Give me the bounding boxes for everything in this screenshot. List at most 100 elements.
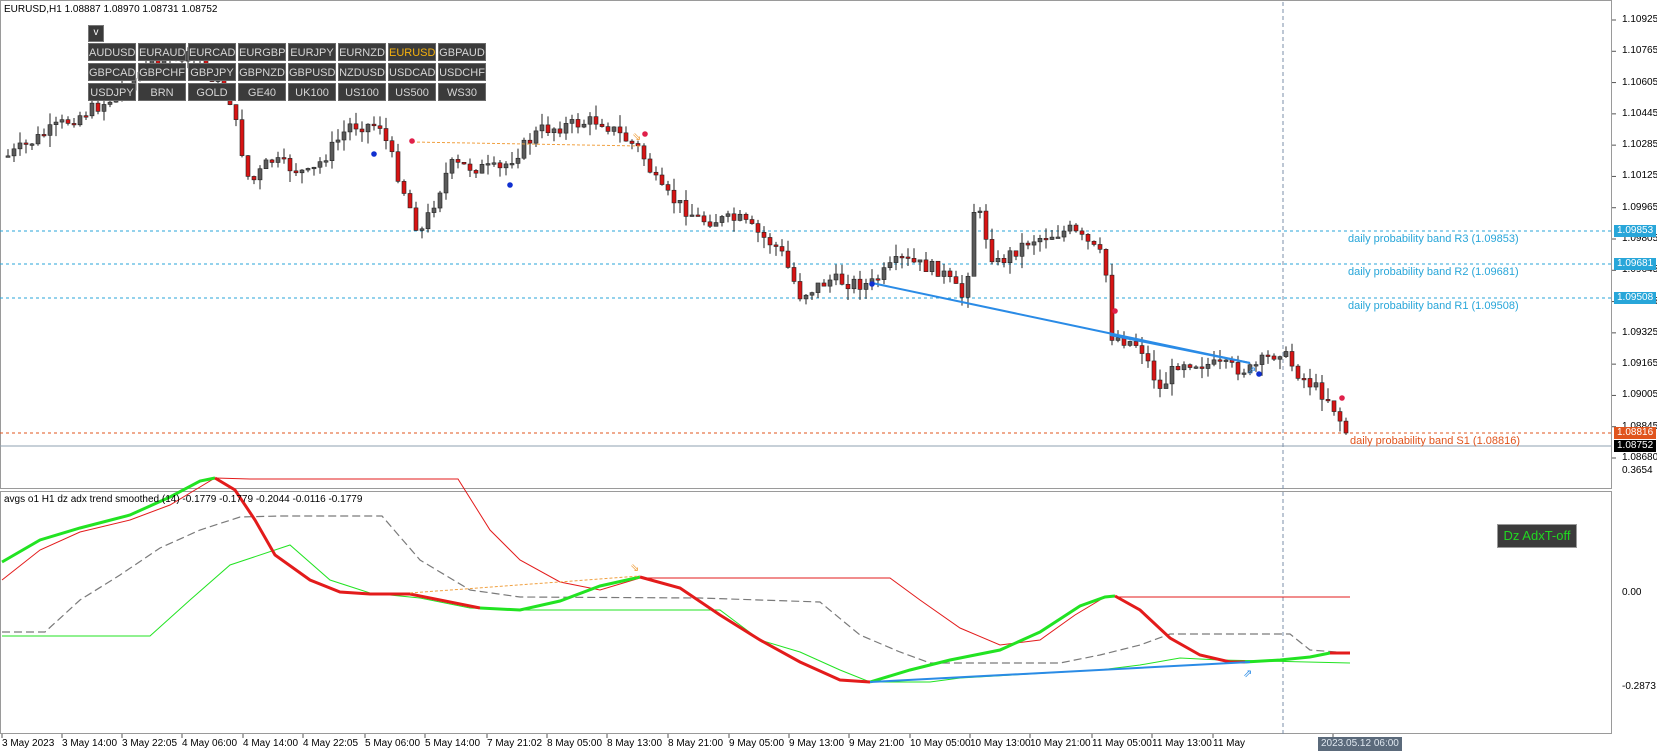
bull-candle	[737, 213, 743, 221]
symbol-button-euraud[interactable]: EURAUD	[138, 43, 186, 61]
bull-candle	[1127, 341, 1133, 346]
symbol-button-eurnzd[interactable]: EURNZD	[338, 43, 386, 61]
symbol-button-eurjpy[interactable]: EURJPY	[288, 43, 336, 61]
bear-candle	[1343, 420, 1349, 434]
symbol-button-nzdusd[interactable]: NZDUSD	[338, 63, 386, 81]
price-axis-label: 1.09325	[1622, 326, 1657, 338]
bear-candle	[401, 181, 407, 194]
symbol-button-ge40[interactable]: GE40	[238, 83, 286, 101]
bear-candle	[473, 170, 479, 174]
bear-candle	[707, 221, 713, 227]
bear-candle	[659, 174, 665, 185]
bear-candle	[245, 155, 251, 177]
bull-candle	[941, 270, 947, 277]
indicator-pane[interactable]	[0, 491, 1612, 734]
band-price-tag-s1: 1.08816	[1614, 427, 1657, 439]
bull-candle	[515, 157, 521, 164]
bull-candle	[803, 294, 809, 300]
bull-candle	[971, 212, 977, 277]
adx-green-thin-line	[2, 544, 1351, 683]
symbol-button-brn[interactable]: BRN	[138, 83, 186, 101]
symbol-button-usdchf[interactable]: USDCHF	[438, 63, 486, 81]
bull-candle	[863, 282, 869, 290]
symbol-button-gbpchf[interactable]: GBPCHF	[138, 63, 186, 81]
bull-candle	[431, 207, 437, 213]
bear-candle	[1085, 234, 1091, 242]
indicator-trend-line	[869, 661, 1251, 683]
bear-candle	[683, 200, 689, 217]
bear-candle	[41, 134, 47, 137]
bull-candle	[1283, 351, 1289, 357]
band-label-r1: daily probability band R1 (1.09508)	[1348, 300, 1519, 312]
symbol-button-gold[interactable]: GOLD	[188, 83, 236, 101]
symbol-button-ws30[interactable]: WS30	[438, 83, 486, 101]
bear-candle	[947, 270, 953, 277]
time-axis-label: 10 May 13:00	[970, 738, 1031, 749]
price-chart-pane[interactable]	[0, 0, 1612, 489]
symbol-button-usdcad[interactable]: USDCAD	[388, 63, 436, 81]
bull-candle	[551, 128, 557, 134]
symbol-button-grid: AUDUSD EURAUD EURCAD EURGBP EURJPY EURNZD EURU…	[88, 43, 486, 101]
bull-candle	[1247, 364, 1253, 374]
bear-candle	[269, 159, 275, 163]
bear-candle	[95, 102, 101, 112]
bull-candle	[929, 260, 935, 272]
indicator-title: avgs o1 H1 dz adx trend smoothed (14) -0…	[4, 494, 363, 505]
symbol-button-gbpaud[interactable]: GBPAUD	[438, 43, 486, 61]
bear-candle	[857, 278, 863, 290]
bear-candle	[593, 116, 599, 125]
symbol-button-eurcad[interactable]: EURCAD	[188, 43, 236, 61]
bear-candle	[953, 276, 959, 284]
bull-candle	[1055, 236, 1061, 239]
bull-candle	[437, 192, 443, 209]
bull-candle	[719, 216, 725, 223]
collapse-toggle-button[interactable]: v	[88, 25, 104, 42]
time-axis-label: 3 May 2023	[2, 738, 55, 749]
symbol-button-usdjpy[interactable]: USDJPY	[88, 83, 136, 101]
bull-candle	[1061, 230, 1067, 238]
bear-candle	[1217, 359, 1223, 362]
symbol-button-audusd[interactable]: AUDUSD	[88, 43, 136, 61]
symbol-button-gbpnzd[interactable]: GBPNZD	[238, 63, 286, 81]
band-label-r3: daily probability band R3 (1.09853)	[1348, 233, 1519, 245]
time-axis-label: 9 May 21:00	[849, 738, 905, 749]
bear-candle	[989, 239, 995, 263]
symbol-button-gbpusd[interactable]: GBPUSD	[288, 63, 336, 81]
symbol-button-us500[interactable]: US500	[388, 83, 436, 101]
symbol-button-uk100[interactable]: UK100	[288, 83, 336, 101]
time-axis-label: 11 May	[1213, 738, 1246, 749]
adx-toggle-button[interactable]: Dz AdxT-off	[1497, 524, 1577, 548]
price-axis-label: 1.09805	[1622, 233, 1657, 244]
bear-candle	[1109, 274, 1115, 341]
symbol-button-gbpcad[interactable]: GBPCAD	[88, 63, 136, 81]
bull-candle	[977, 210, 983, 213]
symbol-button-us100[interactable]: US100	[338, 83, 386, 101]
bull-candle	[323, 160, 329, 163]
symbol-button-eurusd[interactable]: EURUSD	[388, 43, 436, 61]
bull-candle	[1019, 242, 1025, 257]
bull-candle	[881, 267, 887, 280]
bull-candle	[77, 115, 83, 126]
bull-candle	[1313, 382, 1319, 388]
symbol-button-gbpjpy[interactable]: GBPJPY	[188, 63, 236, 81]
bear-candle	[1331, 400, 1337, 412]
bear-candle	[899, 256, 905, 259]
bear-candle	[911, 258, 917, 263]
bull-candle	[1163, 383, 1169, 389]
price-axis-label: 1.10285	[1622, 139, 1657, 151]
bear-candle	[791, 267, 797, 282]
projection-line	[411, 141, 641, 147]
bear-candle	[647, 158, 653, 173]
time-axis-label: 4 May 22:05	[303, 738, 359, 749]
bear-candle	[845, 284, 851, 290]
bear-candle	[1151, 360, 1157, 381]
price-axis-label: 1.09965	[1622, 201, 1657, 213]
indicator-axis-label: 0.3654	[1622, 465, 1653, 476]
symbol-button-eurgbp[interactable]: EURGBP	[238, 43, 286, 61]
band-label-r2: daily probability band R2 (1.09681)	[1348, 266, 1519, 278]
bear-candle	[353, 123, 359, 130]
signal-dot	[642, 131, 648, 137]
bear-candle	[695, 214, 701, 217]
price-axis-label: 1.08845	[1622, 421, 1657, 432]
